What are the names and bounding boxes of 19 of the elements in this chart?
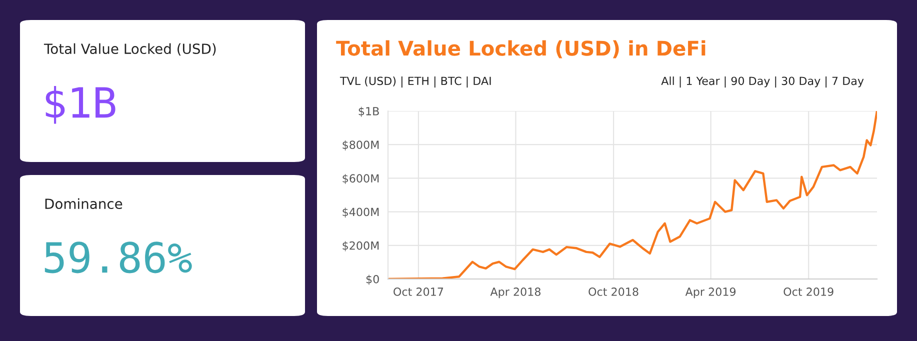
text: Total Value Locked (USD) — [44, 43, 216, 56]
x-tick-label: Apr 2019 — [685, 288, 736, 298]
y-tick-label: $800M — [342, 140, 379, 150]
y-tick-label: $0 — [366, 274, 379, 285]
x-tick-label: Oct 2018 — [588, 288, 638, 296]
text: All | 1 Year | 90 Day | 30 Day | 7 Day — [661, 76, 864, 88]
chart-title: Total Value Locked (USD) in DeFi — [336, 40, 706, 58]
y-tick-label: $400M — [342, 208, 379, 218]
text: Dominance — [45, 198, 122, 210]
text: TVL (USD) | ETH | BTC | DAI — [340, 76, 491, 88]
x-tick-label: Apr 2018 — [490, 288, 540, 298]
y-tick-label: $200M — [342, 241, 379, 252]
y-tick-label: $1B — [358, 106, 379, 117]
text: $1B — [46, 86, 116, 124]
text: 59.86% — [44, 242, 192, 274]
line-series — [388, 111, 877, 279]
y-tick-label: $600M — [342, 174, 379, 184]
x-tick-label: Oct 2019 — [784, 288, 834, 296]
x-tick-label: Oct 2017 — [394, 288, 444, 296]
